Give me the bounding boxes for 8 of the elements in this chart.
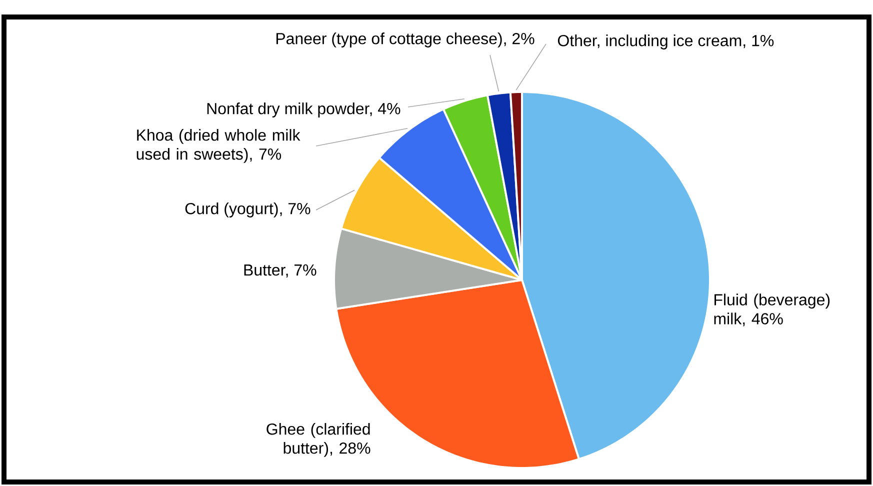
slice-label: Other, including ice cream, 1% [558, 34, 774, 50]
slice-label: Ghee (clarified butter), 28% [266, 423, 370, 457]
slice-label: Curd (yogurt), 7% [185, 202, 310, 218]
slice-label: Khoa (dried whole milk used in sweets), 7% [136, 129, 300, 163]
slice-label: Nonfat dry milk powder, 4% [207, 102, 400, 118]
slice-label: Butter, 7% [244, 264, 316, 278]
slice-label: Fluid (beverage) milk, 46% [714, 294, 830, 326]
slice-label: Paneer (type of cottage cheese), 2% [276, 32, 534, 48]
